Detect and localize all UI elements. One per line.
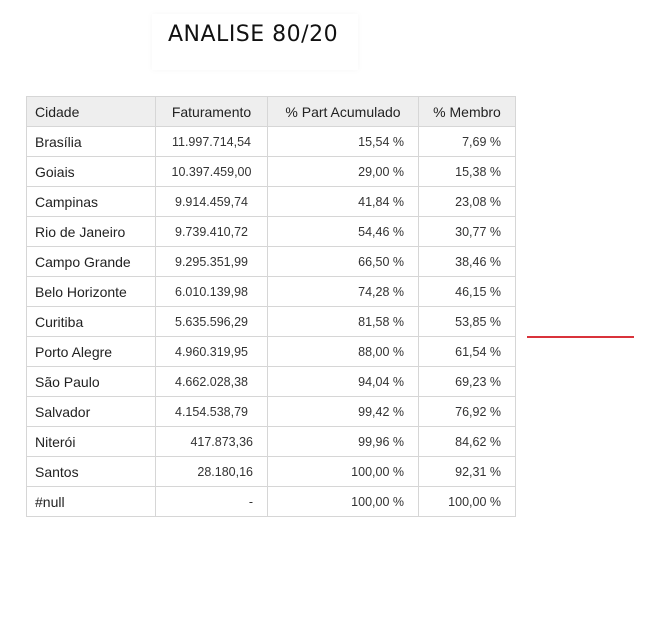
- cell-part-acumulado: 66,50 %: [267, 246, 419, 277]
- header-part-acumulado[interactable]: % Part Acumulado: [267, 96, 419, 127]
- table-row: Porto Alegre 4.960.319,95 88,00 % 61,54 %: [26, 336, 516, 367]
- table-row: Curitiba 5.635.596,29 81,58 % 53,85 %: [26, 306, 516, 337]
- cell-faturamento: 9.914.459,74: [155, 186, 268, 217]
- cell-part-acumulado: 15,54 %: [267, 126, 419, 157]
- cell-cidade: Brasília: [26, 126, 156, 157]
- cell-membro: 92,31 %: [418, 456, 516, 487]
- cell-cidade: São Paulo: [26, 366, 156, 397]
- table-row: Salvador 4.154.538,79 99,42 % 76,92 %: [26, 396, 516, 427]
- cell-part-acumulado: 99,96 %: [267, 426, 419, 457]
- cell-membro: 100,00 %: [418, 486, 516, 517]
- cell-faturamento: 28.180,16: [155, 456, 268, 487]
- table-row: São Paulo 4.662.028,38 94,04 % 69,23 %: [26, 366, 516, 397]
- cell-cidade: Niterói: [26, 426, 156, 457]
- header-cidade[interactable]: Cidade: [26, 96, 156, 127]
- cell-membro: 61,54 %: [418, 336, 516, 367]
- analysis-table: Cidade Faturamento % Part Acumulado % Me…: [26, 96, 516, 517]
- table-row: Campo Grande 9.295.351,99 66,50 % 38,46 %: [26, 246, 516, 277]
- cell-membro: 23,08 %: [418, 186, 516, 217]
- cell-cidade: #null: [26, 486, 156, 517]
- cell-cidade: Rio de Janeiro: [26, 216, 156, 247]
- title-box: ANALISE 80/20: [152, 14, 358, 70]
- cell-part-acumulado: 54,46 %: [267, 216, 419, 247]
- cell-part-acumulado: 100,00 %: [267, 456, 419, 487]
- cell-cidade: Campo Grande: [26, 246, 156, 277]
- cell-membro: 76,92 %: [418, 396, 516, 427]
- cell-part-acumulado: 81,58 %: [267, 306, 419, 337]
- cell-cidade: Santos: [26, 456, 156, 487]
- header-membro[interactable]: % Membro: [418, 96, 516, 127]
- cell-membro: 84,62 %: [418, 426, 516, 457]
- cell-membro: 69,23 %: [418, 366, 516, 397]
- cell-faturamento: 6.010.139,98: [155, 276, 268, 307]
- cell-faturamento: -: [155, 486, 268, 517]
- table-row: Campinas 9.914.459,74 41,84 % 23,08 %: [26, 186, 516, 217]
- table-row: Belo Horizonte 6.010.139,98 74,28 % 46,15 %: [26, 276, 516, 307]
- cell-cidade: Campinas: [26, 186, 156, 217]
- cell-membro: 38,46 %: [418, 246, 516, 277]
- cell-cidade: Curitiba: [26, 306, 156, 337]
- cell-membro: 30,77 %: [418, 216, 516, 247]
- cell-faturamento: 10.397.459,00: [155, 156, 268, 187]
- cell-membro: 15,38 %: [418, 156, 516, 187]
- cell-part-acumulado: 94,04 %: [267, 366, 419, 397]
- table-header-row: Cidade Faturamento % Part Acumulado % Me…: [26, 96, 516, 127]
- table-body: Brasília 11.997.714,54 15,54 % 7,69 % Goiais…: [26, 126, 516, 517]
- cell-part-acumulado: 88,00 %: [267, 336, 419, 367]
- table-row: #null -100,00 % 100,00 %: [26, 486, 516, 517]
- cell-cidade: Goiais: [26, 156, 156, 187]
- cell-faturamento: 11.997.714,54: [155, 126, 268, 157]
- table-row: Rio de Janeiro 9.739.410,72 54,46 % 30,77 %: [26, 216, 516, 247]
- cell-part-acumulado: 41,84 %: [267, 186, 419, 217]
- cell-faturamento: 5.635.596,29: [155, 306, 268, 337]
- cell-part-acumulado: 99,42 %: [267, 396, 419, 427]
- cell-part-acumulado: 100,00 %: [267, 486, 419, 517]
- table-row: Niterói 417.873,36 99,96 % 84,62 %: [26, 426, 516, 457]
- cell-cidade: Porto Alegre: [26, 336, 156, 367]
- cell-faturamento: 9.295.351,99: [155, 246, 268, 277]
- cell-part-acumulado: 29,00 %: [267, 156, 419, 187]
- table-row: Santos 28.180,16 100,00 % 92,31 %: [26, 456, 516, 487]
- cell-faturamento: 4.960.319,95: [155, 336, 268, 367]
- table-row: Goiais 10.397.459,00 29,00 % 15,38 %: [26, 156, 516, 187]
- cell-membro: 53,85 %: [418, 306, 516, 337]
- red-marker-line: [527, 336, 634, 338]
- cell-membro: 7,69 %: [418, 126, 516, 157]
- cell-faturamento: 4.662.028,38: [155, 366, 268, 397]
- page-title: ANALISE 80/20: [168, 22, 339, 47]
- cell-part-acumulado: 74,28 %: [267, 276, 419, 307]
- cell-membro: 46,15 %: [418, 276, 516, 307]
- cell-faturamento: 9.739.410,72: [155, 216, 268, 247]
- cell-faturamento: 417.873,36: [155, 426, 268, 457]
- cell-faturamento: 4.154.538,79: [155, 396, 268, 427]
- cell-cidade: Salvador: [26, 396, 156, 427]
- cell-cidade: Belo Horizonte: [26, 276, 156, 307]
- table-row: Brasília 11.997.714,54 15,54 % 7,69 %: [26, 126, 516, 157]
- header-faturamento[interactable]: Faturamento: [155, 96, 268, 127]
